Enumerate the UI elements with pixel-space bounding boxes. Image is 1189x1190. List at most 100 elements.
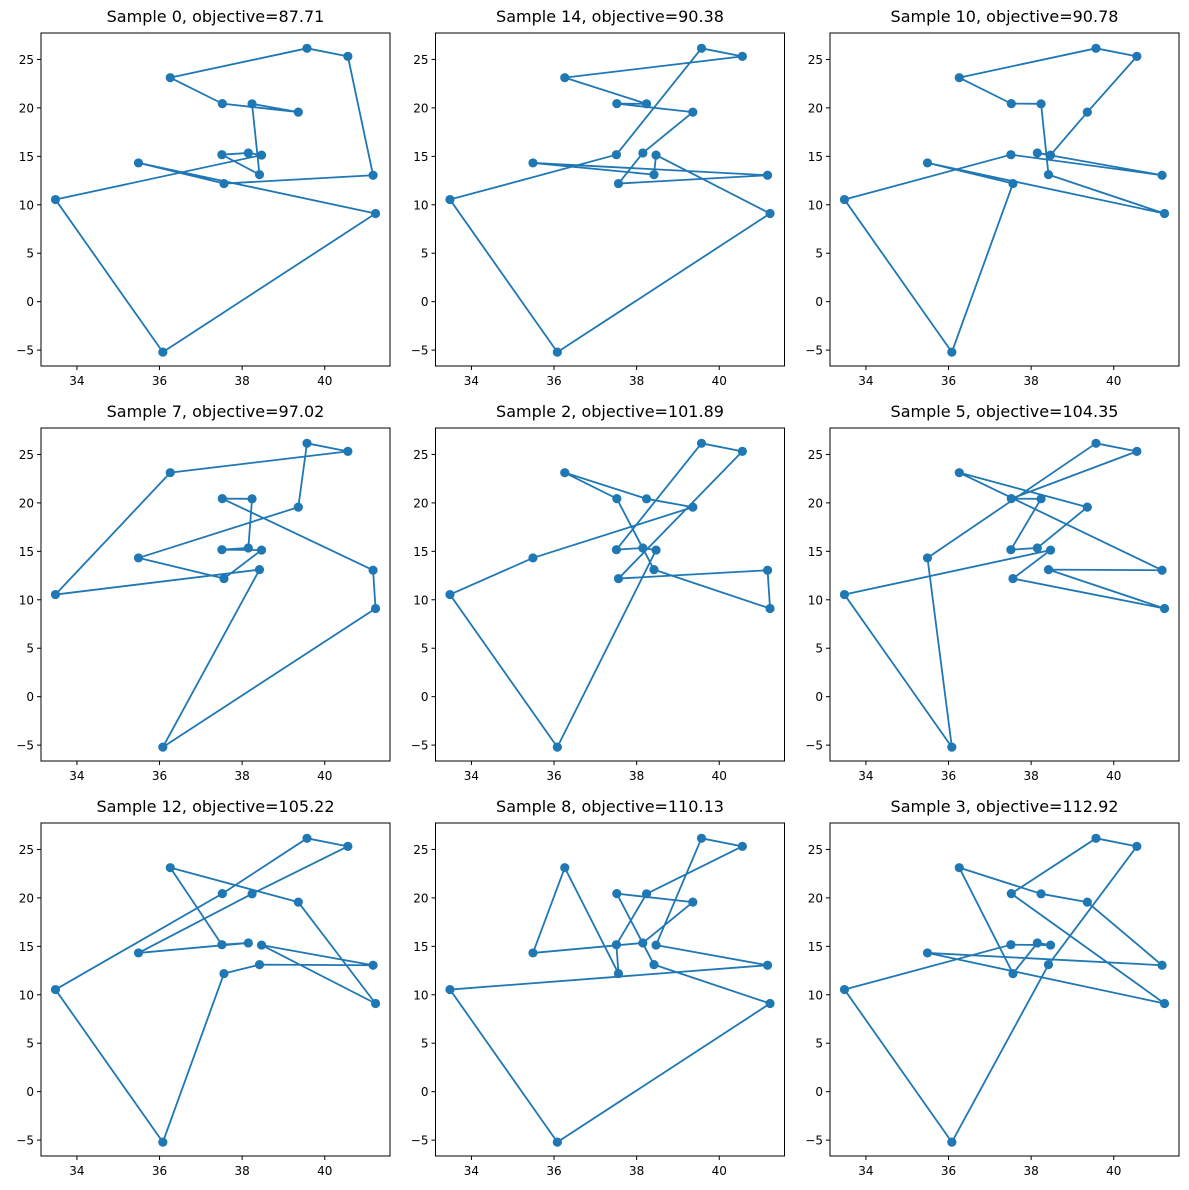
city-point-1 (247, 494, 257, 504)
city-point-3 (343, 51, 353, 61)
y-tick-label: 20 (413, 101, 428, 115)
city-point-3 (737, 446, 747, 456)
city-point-2 (1091, 438, 1101, 448)
y-tick-label: 5 (421, 642, 429, 656)
city-point-9 (765, 603, 775, 614)
city-point-6 (613, 178, 624, 189)
y-tick-label: 15 (808, 150, 823, 164)
city-point-11 (947, 742, 957, 752)
x-tick-label: 38 (1023, 769, 1038, 783)
y-tick-label: 0 (815, 295, 823, 309)
city-point-11 (552, 347, 562, 357)
y-tick-label: 5 (421, 1037, 429, 1051)
city-point-15 (922, 553, 933, 563)
y-tick-label: 10 (808, 593, 823, 607)
city-point-11 (158, 742, 168, 752)
city-point-9 (1159, 603, 1170, 614)
city-point-4 (560, 863, 570, 873)
city-point-13 (243, 543, 253, 553)
axes-frame (435, 32, 785, 367)
city-point-14 (217, 545, 227, 555)
y-tick-label: 10 (413, 198, 428, 212)
city-point-14 (1006, 940, 1016, 950)
axes-frame (40, 32, 391, 367)
city-point-4 (954, 863, 964, 873)
city-point-3 (1132, 446, 1142, 456)
city-point-8 (612, 99, 622, 109)
city-point-10 (762, 565, 773, 575)
x-tick-label: 34 (858, 374, 873, 388)
y-tick-label: 15 (19, 150, 34, 164)
city-point-5 (50, 194, 61, 205)
city-point-13 (638, 148, 648, 158)
city-point-3 (343, 446, 353, 456)
y-tick-label: 20 (19, 101, 34, 115)
x-tick-label: 34 (858, 1164, 873, 1178)
city-point-14 (217, 150, 227, 160)
x-tick-label: 40 (317, 374, 332, 388)
subplot-5: Sample 5, objective=104.35 34 36 38 40 −5 0 5 10… (805, 402, 1180, 783)
city-point-12 (651, 940, 661, 950)
city-point-16 (293, 897, 303, 907)
city-point-6 (1008, 968, 1018, 979)
city-point-3 (1132, 841, 1142, 851)
x-tick-label: 40 (317, 769, 332, 783)
y-tick-label: 5 (26, 1037, 34, 1051)
y-tick-label: −5 (805, 344, 823, 358)
y-tick-label: 25 (808, 448, 823, 462)
city-point-10 (368, 170, 378, 180)
subplot-8: Sample 3, objective=112.92 34 36 38 40 −5 0 5 10… (805, 797, 1180, 1178)
subplot-title: Sample 3, objective=112.92 (891, 797, 1119, 816)
axes-frame (40, 822, 391, 1157)
y-tick-label: 20 (413, 496, 428, 510)
city-point-12 (651, 545, 661, 555)
city-point-15 (528, 158, 538, 168)
city-point-10 (762, 960, 773, 970)
city-point-16 (1082, 897, 1092, 907)
y-tick-label: −5 (16, 739, 34, 753)
city-point-11 (158, 347, 168, 357)
y-tick-label: 25 (808, 843, 823, 857)
city-point-8 (217, 99, 227, 109)
city-point-4 (165, 863, 175, 873)
city-point-5 (839, 589, 850, 600)
city-point-8 (1006, 494, 1016, 504)
y-tick-label: 10 (19, 593, 34, 607)
city-point-12 (256, 545, 267, 555)
y-tick-label: 5 (815, 1037, 823, 1051)
city-point-13 (1032, 148, 1042, 158)
city-point-9 (370, 998, 381, 1009)
city-point-15 (528, 948, 538, 958)
x-tick-label: 36 (546, 1164, 561, 1178)
x-tick-label: 34 (69, 374, 84, 388)
y-tick-label: 10 (19, 988, 34, 1002)
city-point-9 (765, 208, 775, 219)
city-point-4 (165, 73, 175, 83)
y-tick-label: 25 (19, 843, 34, 857)
y-tick-label: 0 (421, 1085, 429, 1099)
city-point-16 (688, 897, 698, 907)
subplot-title: Sample 10, objective=90.78 (891, 7, 1119, 26)
subplot-2: Sample 10, objective=90.78 34 36 38 40 −5 0 5 10… (805, 7, 1180, 388)
city-point-6 (1008, 573, 1018, 584)
y-tick-label: 25 (808, 53, 823, 67)
city-point-1 (247, 889, 257, 899)
city-point-7 (254, 960, 265, 970)
city-point-11 (158, 1137, 168, 1147)
city-point-7 (254, 565, 265, 575)
y-tick-label: 15 (808, 545, 823, 559)
city-point-6 (1008, 178, 1018, 189)
city-point-14 (1006, 150, 1016, 160)
y-tick-label: 10 (19, 198, 34, 212)
city-point-5 (445, 194, 455, 205)
city-point-13 (1032, 938, 1042, 948)
x-tick-label: 34 (464, 769, 479, 783)
x-tick-label: 34 (69, 769, 84, 783)
x-tick-label: 38 (234, 374, 249, 388)
y-tick-label: 15 (413, 545, 428, 559)
city-point-2 (696, 833, 707, 843)
city-point-10 (1157, 960, 1167, 970)
subplot-title: Sample 5, objective=104.35 (891, 402, 1119, 421)
x-tick-label: 38 (629, 769, 644, 783)
city-point-13 (243, 938, 253, 948)
